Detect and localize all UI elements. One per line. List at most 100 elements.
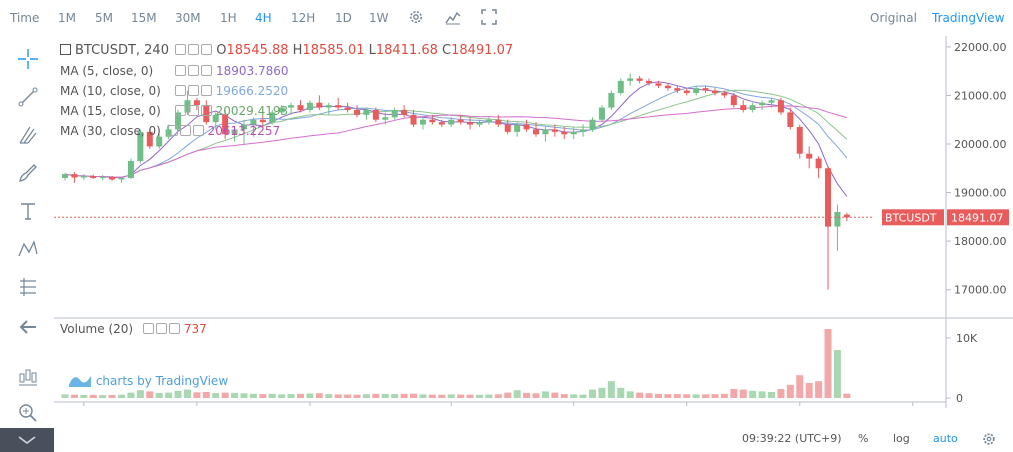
- ma10-legend: MA (10, close, 0) 19666.2520: [60, 84, 289, 98]
- interval-1m[interactable]: 1M: [58, 11, 76, 25]
- eye-icon[interactable]: [166, 125, 178, 136]
- candle-body: [306, 102, 313, 110]
- volume-bar: [419, 394, 427, 398]
- candle-body: [834, 212, 841, 227]
- volume-bar: [89, 394, 97, 398]
- volume-bar: [344, 394, 352, 398]
- volume-bar: [127, 392, 135, 398]
- volume-bar: [626, 391, 634, 398]
- candle-body: [636, 78, 643, 81]
- watermark[interactable]: charts by TradingView: [68, 373, 228, 388]
- interval-5m[interactable]: 5M: [95, 11, 113, 25]
- brush-icon[interactable]: [17, 162, 39, 184]
- zoom-icon[interactable]: [17, 402, 39, 424]
- close-icon[interactable]: [201, 65, 213, 76]
- percent-toggle[interactable]: %: [858, 432, 869, 445]
- volume-bar: [815, 381, 823, 398]
- collapse-icon[interactable]: [60, 44, 71, 55]
- volume-bar: [758, 391, 766, 398]
- candle-body: [825, 168, 832, 227]
- interval-4h[interactable]: 4H: [255, 11, 272, 25]
- eye-icon[interactable]: [174, 105, 186, 116]
- interval-15m[interactable]: 15M: [131, 11, 157, 25]
- candle-body: [646, 80, 653, 84]
- trend-line-icon[interactable]: [17, 86, 39, 108]
- back-arrow-icon[interactable]: [17, 316, 39, 338]
- candle-body: [382, 117, 389, 120]
- interval-1w[interactable]: 1W: [369, 11, 389, 25]
- y-tick-label: 17000.00: [954, 284, 1007, 297]
- candle-body: [655, 83, 662, 86]
- interval-time[interactable]: Time: [10, 11, 40, 25]
- price-tag: BTCUSDT 18491.07: [882, 209, 1009, 226]
- eye-icon[interactable]: [174, 85, 186, 96]
- eye-icon[interactable]: [175, 65, 187, 76]
- volume-bar: [183, 389, 191, 398]
- eye-icon[interactable]: [143, 323, 155, 334]
- close-icon[interactable]: [200, 105, 212, 116]
- settings-gear-icon[interactable]: [408, 9, 424, 25]
- volume-bar: [513, 390, 521, 398]
- settings-icon[interactable]: [156, 323, 168, 334]
- settings-icon[interactable]: [187, 105, 199, 116]
- settings-icon[interactable]: [179, 125, 191, 136]
- candle-body: [429, 119, 436, 123]
- crosshair-icon[interactable]: [17, 48, 39, 70]
- volume-bar: [278, 394, 286, 398]
- settings-icon[interactable]: [187, 85, 199, 96]
- collapse-panel-button[interactable]: [0, 428, 54, 452]
- interval-12h[interactable]: 12H: [291, 11, 316, 25]
- close-icon[interactable]: [201, 44, 213, 55]
- candle-body: [240, 124, 247, 130]
- gear-icon[interactable]: [982, 432, 996, 446]
- interval-30m[interactable]: 30M: [175, 11, 201, 25]
- price-chart[interactable]: 22000.00 21000.00 20000.00 19000.00 18000.00…: [54, 36, 1013, 408]
- candle-body: [250, 119, 257, 125]
- volume-bar: [570, 394, 578, 398]
- volume-bar: [249, 393, 257, 398]
- original-view-button[interactable]: Original: [870, 11, 917, 25]
- candle-body: [749, 105, 756, 110]
- close-icon[interactable]: [192, 125, 204, 136]
- close-icon[interactable]: [200, 85, 212, 96]
- ma30-value: 20613.2257: [207, 124, 281, 138]
- bar-style-icon[interactable]: [17, 366, 39, 388]
- tradingview-view-button[interactable]: TradingView: [932, 11, 1005, 25]
- volume-bar: [796, 375, 804, 398]
- indicators-icon[interactable]: [445, 9, 461, 25]
- fullscreen-icon[interactable]: [481, 9, 497, 25]
- pattern-icon[interactable]: [17, 238, 39, 260]
- volume-bar: [240, 393, 248, 398]
- auto-toggle[interactable]: auto: [933, 432, 958, 445]
- volume-bar: [212, 393, 220, 398]
- candle-body: [99, 177, 106, 179]
- candle-body: [316, 102, 323, 108]
- close-icon[interactable]: [169, 323, 181, 334]
- candle-body: [467, 122, 474, 125]
- prediction-icon[interactable]: [17, 276, 39, 298]
- interval-1h[interactable]: 1H: [220, 11, 237, 25]
- candle-body: [580, 129, 587, 132]
- settings-icon[interactable]: [188, 44, 200, 55]
- candle-body: [165, 129, 172, 137]
- volume-bar: [654, 393, 662, 398]
- pitchfork-icon[interactable]: [17, 124, 39, 146]
- candle-body: [363, 110, 370, 115]
- log-toggle[interactable]: log: [893, 432, 910, 445]
- volume-bar: [231, 392, 239, 398]
- volume-bar: [268, 393, 276, 398]
- candle-body: [419, 119, 426, 125]
- candle-body: [523, 124, 530, 130]
- bottom-bar: 09:39:22 (UTC+9) % log auto: [0, 428, 1013, 452]
- candle-body: [127, 161, 134, 178]
- volume-bar: [457, 394, 465, 398]
- settings-icon[interactable]: [188, 65, 200, 76]
- volume-bar: [739, 389, 747, 398]
- candle-body: [589, 119, 596, 130]
- candle-body: [184, 100, 191, 113]
- candle-body: [617, 80, 624, 93]
- text-tool-icon[interactable]: [17, 200, 39, 222]
- eye-icon[interactable]: [175, 44, 187, 55]
- price-tag-symbol: BTCUSDT: [885, 211, 937, 224]
- interval-1d[interactable]: 1D: [335, 11, 352, 25]
